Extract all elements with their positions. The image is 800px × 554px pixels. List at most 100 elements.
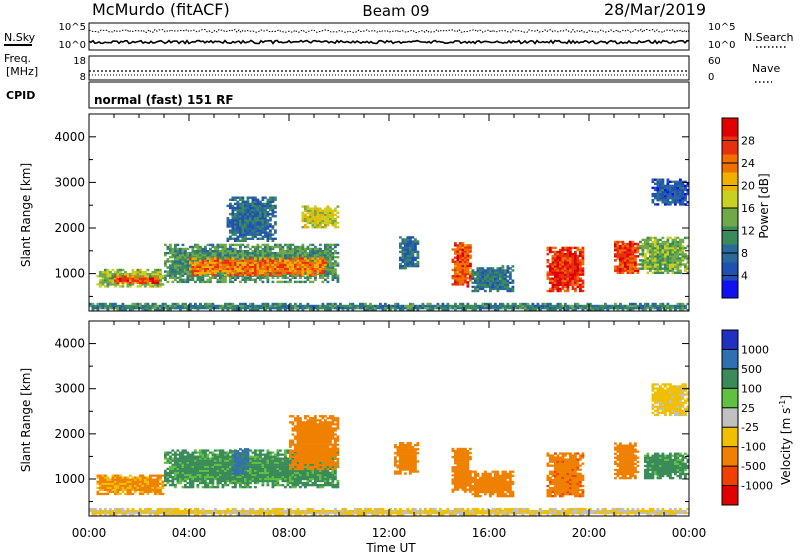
data-cell bbox=[106, 486, 110, 489]
data-cell bbox=[309, 219, 312, 223]
data-cell bbox=[174, 451, 177, 454]
data-cell bbox=[91, 308, 95, 312]
data-cell bbox=[469, 275, 472, 278]
data-cell bbox=[474, 273, 477, 276]
data-cell bbox=[204, 471, 207, 475]
data-cell bbox=[174, 453, 177, 456]
data-cell bbox=[651, 192, 655, 196]
data-cell bbox=[186, 268, 190, 271]
data-cell bbox=[201, 481, 205, 485]
data-cell bbox=[276, 245, 280, 249]
data-cell bbox=[224, 272, 227, 275]
data-cell bbox=[651, 236, 655, 240]
data-cell bbox=[191, 265, 195, 268]
data-cell bbox=[664, 203, 667, 206]
data-cell bbox=[301, 215, 305, 219]
data-cell bbox=[274, 265, 277, 268]
data-cell bbox=[136, 486, 140, 489]
data-cell bbox=[241, 306, 245, 310]
data-cell bbox=[296, 256, 300, 259]
data-cell bbox=[244, 217, 247, 220]
data-cell bbox=[686, 182, 690, 185]
data-cell bbox=[236, 272, 240, 275]
data-cell bbox=[181, 243, 185, 247]
data-cell bbox=[464, 281, 467, 284]
data-cell bbox=[459, 254, 462, 257]
data-cell bbox=[459, 277, 462, 280]
data-cell bbox=[136, 488, 140, 491]
data-cell bbox=[481, 285, 485, 289]
data-cell bbox=[269, 225, 272, 228]
data-cell bbox=[239, 223, 242, 226]
data-cell bbox=[129, 484, 132, 487]
data-cell bbox=[564, 246, 567, 250]
data-cell bbox=[464, 279, 467, 282]
data-cell bbox=[504, 285, 507, 289]
data-cell bbox=[654, 197, 657, 200]
data-cell bbox=[104, 488, 107, 491]
data-cell bbox=[406, 238, 410, 241]
data-cell bbox=[579, 277, 582, 280]
data-cell bbox=[574, 254, 577, 258]
data-cell bbox=[471, 304, 475, 308]
data-cell bbox=[219, 256, 222, 259]
data-cell bbox=[136, 268, 140, 272]
data-cell bbox=[179, 308, 182, 312]
data-cell bbox=[486, 304, 490, 308]
data-cell bbox=[191, 484, 195, 487]
data-cell bbox=[189, 276, 192, 279]
data-cell bbox=[241, 208, 245, 212]
data-cell bbox=[306, 263, 310, 266]
data-cell bbox=[186, 475, 190, 479]
data-cell bbox=[316, 209, 320, 212]
data-cell bbox=[259, 274, 262, 277]
data-cell bbox=[326, 213, 330, 216]
data-cell bbox=[586, 306, 590, 310]
data-cell bbox=[289, 306, 292, 310]
data-cell bbox=[306, 276, 310, 279]
data-cell bbox=[666, 190, 670, 194]
data-cell bbox=[171, 477, 175, 481]
data-cell bbox=[306, 209, 310, 212]
data-cell bbox=[529, 306, 532, 310]
cpid-label: CPID bbox=[6, 89, 35, 102]
data-cell bbox=[309, 273, 312, 277]
data-cell bbox=[254, 198, 257, 201]
data-cell bbox=[496, 277, 500, 280]
data-cell bbox=[376, 304, 380, 308]
data-cell bbox=[271, 233, 275, 236]
data-cell bbox=[159, 308, 162, 312]
data-cell bbox=[506, 267, 510, 270]
data-cell bbox=[241, 271, 245, 275]
data-cell bbox=[169, 249, 172, 253]
data-cell bbox=[269, 219, 272, 222]
data-cell bbox=[239, 213, 242, 216]
data-cell bbox=[476, 269, 480, 272]
data-cell bbox=[631, 251, 635, 254]
data-cell bbox=[224, 254, 227, 257]
data-cell bbox=[221, 249, 225, 253]
data-cell bbox=[254, 204, 257, 208]
data-cell bbox=[406, 306, 410, 310]
data-cell bbox=[116, 277, 120, 280]
data-cell bbox=[484, 302, 487, 306]
data-cell bbox=[271, 210, 275, 214]
data-cell bbox=[491, 287, 495, 291]
data-cell bbox=[489, 267, 492, 270]
data-cell bbox=[126, 484, 130, 487]
data-cell bbox=[139, 281, 142, 284]
data-cell bbox=[301, 273, 305, 277]
data-cell bbox=[129, 482, 132, 485]
data-cell bbox=[299, 247, 302, 251]
data-cell bbox=[249, 229, 252, 232]
data-cell bbox=[309, 213, 312, 216]
data-cell bbox=[161, 480, 165, 483]
data-cell bbox=[206, 280, 210, 284]
data-cell bbox=[466, 254, 470, 257]
data-cell bbox=[476, 304, 480, 308]
data-cell bbox=[199, 267, 202, 271]
data-cell bbox=[316, 247, 320, 251]
data-cell bbox=[506, 289, 510, 293]
data-cell bbox=[184, 306, 187, 310]
data-cell bbox=[241, 210, 245, 214]
